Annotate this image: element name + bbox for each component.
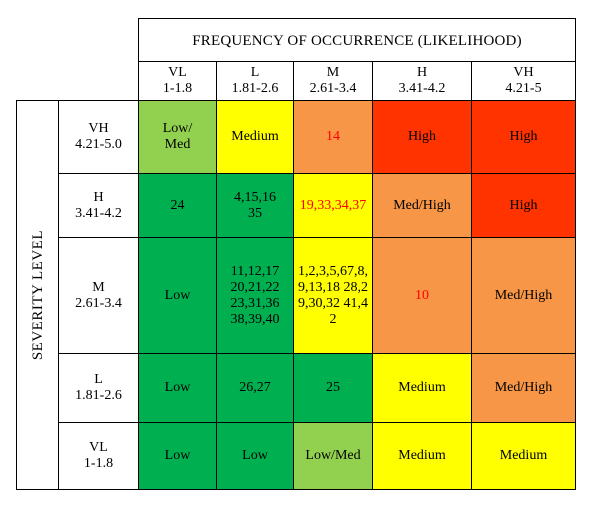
row-header-l: L 1.81-2.6 — [58, 353, 139, 423]
cell-vl-l: Low — [216, 422, 294, 490]
cell-text: Medium — [398, 448, 446, 463]
cell-text: Med/High — [494, 380, 553, 395]
row-code: VH — [88, 121, 109, 136]
cell-vl-m: Low/Med — [293, 422, 373, 490]
cell-text: Med/High — [494, 287, 553, 303]
col-code: M — [326, 65, 340, 80]
cell-text: Low — [164, 287, 191, 303]
cell-l-h: Medium — [372, 353, 472, 423]
cell-h-m: 19,33,34,37 — [293, 173, 373, 238]
row-code: H — [93, 189, 104, 205]
severity-label: SEVERITY LEVEL — [29, 229, 46, 361]
cell-h-vl: 24 — [138, 173, 217, 238]
cell-text: 1,2,3,5,67,8,9,13,18 28,29,30,32 41,42 — [298, 263, 368, 327]
col-code: H — [416, 65, 428, 80]
cell-vh-h: High — [372, 100, 472, 174]
cell-m-vh: Med/High — [471, 237, 576, 354]
cell-vh-vh: High — [471, 100, 576, 174]
cell-text: High — [509, 197, 538, 213]
cell-text: Medium — [398, 380, 446, 395]
col-header-h: H 3.41-4.2 — [372, 61, 472, 101]
cell-m-m: 1,2,3,5,67,8,9,13,18 28,29,30,32 41,42 — [293, 237, 373, 354]
col-range: 1.81-2.6 — [231, 81, 279, 96]
cell-text: Low — [164, 380, 191, 395]
col-code: L — [250, 65, 260, 80]
cell-text: Med/High — [393, 197, 451, 213]
cell-l-m: 25 — [293, 353, 373, 423]
col-header-l: L 1.81-2.6 — [216, 61, 294, 101]
row-code: M — [92, 279, 105, 295]
row-code: VL — [89, 440, 108, 455]
risk-matrix: FREQUENCY OF OCCURRENCE (LIKELIHOOD) VL … — [16, 18, 576, 490]
cell-text: 26,27 — [239, 380, 271, 395]
cell-vh-vl: Low/ Med — [138, 100, 217, 174]
col-range: 3.41-4.2 — [398, 81, 446, 96]
col-range: 1-1.8 — [162, 81, 193, 96]
cell-text: 4,15,16 35 — [234, 189, 276, 221]
frequency-title: FREQUENCY OF OCCURRENCE (LIKELIHOOD) — [192, 32, 522, 49]
cell-vh-m: 14 — [293, 100, 373, 174]
cell-text: Low/ Med — [162, 121, 193, 152]
cell-l-l: 26,27 — [216, 353, 294, 423]
cell-text: Medium — [231, 129, 279, 144]
cell-vh-l: Medium — [216, 100, 294, 174]
severity-label-cell: SEVERITY LEVEL — [16, 100, 59, 490]
row-code: L — [94, 372, 103, 387]
row-header-vh: VH 4.21-5.0 — [58, 100, 139, 174]
cell-text: 24 — [170, 197, 185, 213]
cell-text: 25 — [326, 380, 340, 395]
row-header-vl: VL 1-1.8 — [58, 422, 139, 490]
row-range: 1-1.8 — [83, 456, 114, 471]
row-range: 1.81-2.6 — [75, 388, 122, 403]
cell-m-h: 10 — [372, 237, 472, 354]
cell-text: 14 — [326, 129, 340, 144]
col-range: 4.21-5 — [505, 81, 542, 96]
cell-text: 10 — [415, 287, 429, 303]
cell-vl-vh: Medium — [471, 422, 576, 490]
cell-text: Low/Med — [305, 448, 361, 463]
cell-text: 19,33,34,37 — [299, 197, 367, 213]
cell-text: Low — [164, 448, 191, 463]
row-range: 2.61-3.4 — [75, 295, 122, 311]
cell-m-l: 11,12,17 20,21,22 23,31,36 38,39,40 — [216, 237, 294, 354]
col-header-m: M 2.61-3.4 — [293, 61, 373, 101]
cell-m-vl: Low — [138, 237, 217, 354]
cell-vl-vl: Low — [138, 422, 217, 490]
frequency-header: FREQUENCY OF OCCURRENCE (LIKELIHOOD) — [138, 18, 576, 62]
row-header-m: M 2.61-3.4 — [58, 237, 139, 354]
cell-vl-h: Medium — [372, 422, 472, 490]
cell-h-vh: High — [471, 173, 576, 238]
cell-l-vl: Low — [138, 353, 217, 423]
col-header-vh: VH 4.21-5 — [471, 61, 576, 101]
cell-text: High — [509, 129, 538, 144]
cell-text: Low — [242, 448, 268, 463]
col-header-vl: VL 1-1.8 — [138, 61, 217, 101]
row-range: 3.41-4.2 — [75, 205, 122, 221]
cell-h-h: Med/High — [372, 173, 472, 238]
cell-text: High — [408, 129, 436, 144]
col-range: 2.61-3.4 — [309, 81, 357, 96]
cell-text: Medium — [499, 448, 548, 463]
cell-h-l: 4,15,16 35 — [216, 173, 294, 238]
cell-text: 11,12,17 20,21,22 23,31,36 38,39,40 — [230, 263, 280, 327]
row-range: 4.21-5.0 — [75, 137, 122, 152]
col-code: VL — [168, 65, 187, 80]
row-header-h: H 3.41-4.2 — [58, 173, 139, 238]
col-code: VH — [513, 65, 534, 80]
cell-l-vh: Med/High — [471, 353, 576, 423]
